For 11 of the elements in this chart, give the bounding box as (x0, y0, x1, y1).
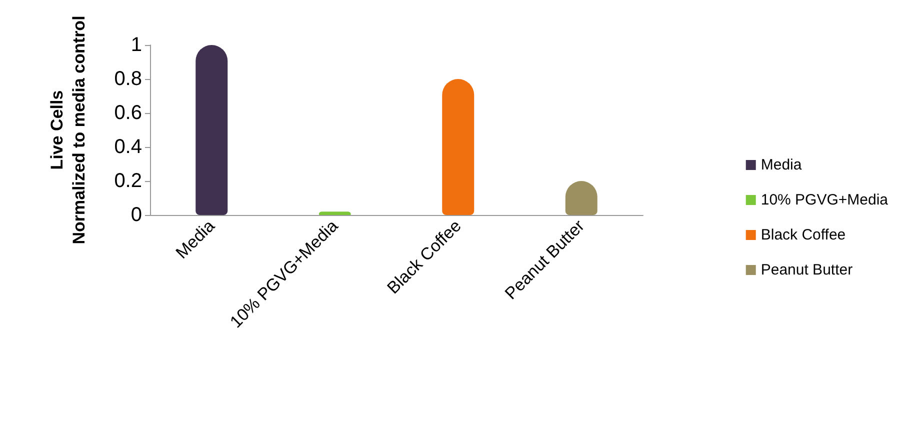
y-axis-title: Live Cells Normalized to media control (48, 16, 88, 244)
legend-label: Black Coffee (760, 226, 846, 244)
legend-label: Media (760, 156, 802, 174)
legend-label: 10% PGVG+Media (760, 192, 889, 208)
y-tick-label: 0.8 (114, 68, 142, 90)
y-tick-label: 1 (130, 34, 142, 56)
y-tick-label: 0.6 (114, 102, 142, 124)
y-tick-label: 0.2 (114, 170, 142, 192)
y-tick-label: 0.4 (114, 136, 142, 158)
y-tick-label: 0 (130, 204, 142, 226)
legend-label: Peanut Butter (760, 262, 853, 278)
